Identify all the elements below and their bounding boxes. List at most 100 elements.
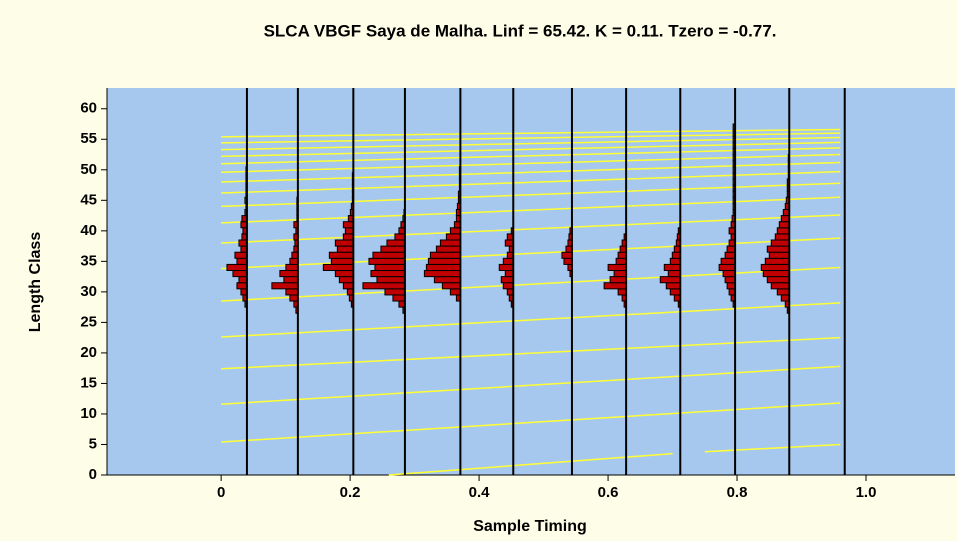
frequency-bar xyxy=(427,257,461,265)
frequency-bar xyxy=(669,288,681,296)
frequency-bar xyxy=(289,294,299,302)
frequency-bar xyxy=(449,288,461,296)
frequency-bar xyxy=(449,227,461,235)
frequency-bar xyxy=(445,233,461,241)
frequency-bar xyxy=(724,251,736,259)
frequency-bar xyxy=(613,270,627,278)
frequency-bar xyxy=(764,257,790,265)
y-tick-label: 20 xyxy=(80,344,97,361)
growth-curve xyxy=(221,182,841,208)
growth-curve xyxy=(221,170,841,194)
frequency-bar xyxy=(776,227,790,235)
y-tick-label: 45 xyxy=(80,191,97,208)
frequency-bar xyxy=(780,215,790,223)
frequency-bar xyxy=(386,239,406,247)
x-tick-label: 0.8 xyxy=(727,484,748,501)
frequency-bar xyxy=(671,251,681,259)
chart-title: SLCA VBGF Saya de Malha. Linf = 65.42. K… xyxy=(264,21,777,40)
frequency-bar xyxy=(439,239,461,247)
frequency-bar xyxy=(500,276,514,284)
frequency-bar xyxy=(607,263,627,272)
x-tick-label: 0.2 xyxy=(340,484,361,501)
growth-curve xyxy=(221,237,841,270)
frequency-bar xyxy=(226,263,248,272)
frequency-bar xyxy=(232,270,248,278)
frequency-bar xyxy=(342,282,354,290)
frequency-bar xyxy=(762,270,790,278)
y-tick-label: 10 xyxy=(80,405,97,422)
frequency-bar xyxy=(563,257,573,265)
frequency-bar xyxy=(338,276,354,284)
frequency-bar xyxy=(603,282,627,290)
y-tick-label: 30 xyxy=(80,283,97,300)
growth-curve xyxy=(221,141,841,158)
growth-curve xyxy=(221,128,841,138)
frequency-bar xyxy=(760,263,790,272)
frequency-bar xyxy=(766,245,790,253)
y-tick-label: 0 xyxy=(89,466,97,483)
y-tick-label: 35 xyxy=(80,252,97,269)
frequency-bar xyxy=(289,257,299,265)
frequency-bar xyxy=(334,270,354,278)
frequency-bar xyxy=(328,251,354,259)
frequency-bar xyxy=(724,276,736,284)
frequency-bar xyxy=(502,282,514,290)
frequency-bar xyxy=(376,276,406,284)
growth-curve xyxy=(221,266,841,302)
growth-curve xyxy=(221,147,841,165)
frequency-bar xyxy=(665,282,681,290)
frequency-bar xyxy=(504,239,514,247)
frequency-bar xyxy=(238,239,248,247)
frequency-bar xyxy=(778,221,790,229)
frequency-bar xyxy=(336,245,354,253)
y-tick-label: 40 xyxy=(80,222,97,239)
growth-curve xyxy=(704,443,841,453)
frequency-bar xyxy=(561,251,573,259)
frequency-bar xyxy=(236,282,248,290)
growth-curve xyxy=(221,214,841,244)
frequency-bar xyxy=(374,263,406,272)
frequency-bar xyxy=(722,270,736,278)
frequency-bar xyxy=(322,263,354,272)
x-tick-label: 1.0 xyxy=(856,484,877,501)
frequency-bar xyxy=(726,245,736,253)
frequency-bar xyxy=(435,245,461,253)
growth-curve xyxy=(221,161,841,183)
frequency-bar xyxy=(279,270,299,278)
growth-curve xyxy=(221,196,841,224)
y-axis-label: Length Class xyxy=(27,232,44,333)
x-tick-label: 0.6 xyxy=(598,484,619,501)
frequency-bar xyxy=(234,251,248,259)
frequency-bar xyxy=(362,282,406,290)
frequency-bar xyxy=(423,270,461,278)
y-tick-label: 15 xyxy=(80,374,97,391)
plot-area xyxy=(107,88,955,475)
frequency-bar xyxy=(236,257,248,265)
growth-curve xyxy=(221,153,841,173)
growth-curve xyxy=(221,302,841,338)
frequency-bar xyxy=(768,251,790,259)
frequency-bar xyxy=(380,245,406,253)
frequency-bar xyxy=(429,251,461,259)
x-axis-label: Sample Timing xyxy=(473,518,587,535)
frequency-bar xyxy=(780,294,790,302)
frequency-bar xyxy=(770,239,790,247)
frequency-bar xyxy=(726,282,736,290)
x-tick-label: 0.4 xyxy=(469,484,491,501)
frequency-bar xyxy=(285,288,299,296)
frequency-bar xyxy=(667,270,681,278)
x-tick-label: 0 xyxy=(217,484,225,501)
y-tick-label: 55 xyxy=(80,130,97,147)
frequency-bar xyxy=(770,282,790,290)
growth-curve xyxy=(221,136,841,151)
y-tick-label: 60 xyxy=(80,100,97,117)
frequency-bar xyxy=(283,276,299,284)
growth-curve xyxy=(221,402,841,443)
frequency-bar xyxy=(766,276,790,284)
y-tick-label: 50 xyxy=(80,161,97,178)
growth-curve xyxy=(221,365,841,405)
frequency-bar xyxy=(669,257,681,265)
frequency-bar xyxy=(425,263,461,272)
frequency-bar xyxy=(718,263,736,272)
